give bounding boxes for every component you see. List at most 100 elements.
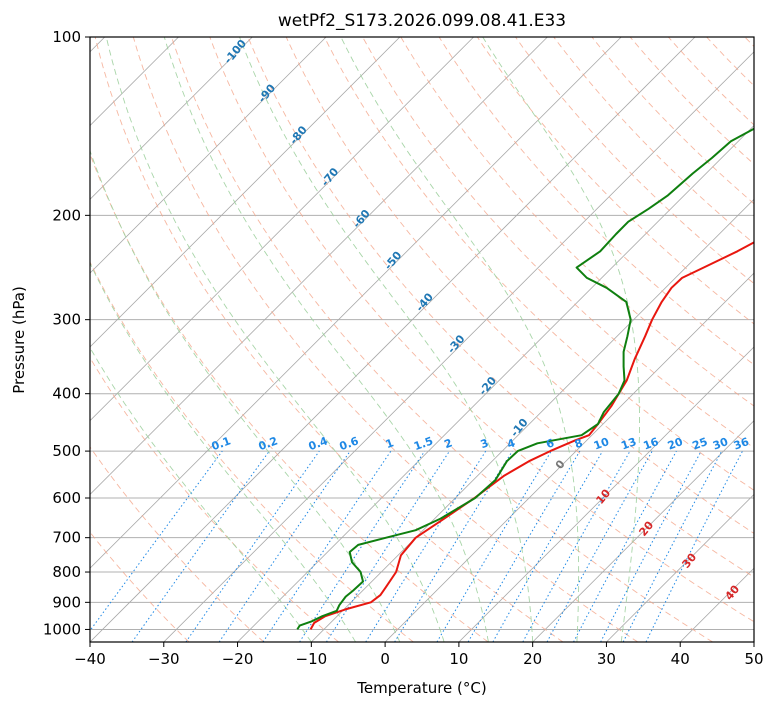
mixing-ratio-line: [365, 450, 487, 642]
moist-adiabat-line: [163, 37, 489, 642]
x-axis-label: Temperature (°C): [356, 679, 486, 697]
background-lines: [90, 37, 754, 642]
dry-adiabat-line: [90, 356, 339, 642]
isotherm-line: [753, 641, 754, 642]
mixing-ratio-label: 13: [619, 435, 638, 452]
sounding-traces: [296, 127, 754, 630]
mixing-ratio-line: [645, 450, 743, 642]
dry-adiabat-line: [90, 446, 265, 642]
y-tick-label: 100: [52, 28, 81, 46]
x-tick-label: 10: [449, 650, 468, 668]
y-tick-label: 600: [52, 489, 81, 507]
mixing-ratio-label: 8: [573, 436, 585, 451]
isotherm-line: [311, 198, 754, 642]
mixing-ratio-line: [522, 450, 631, 642]
isotherm-line: [384, 272, 754, 642]
y-tick-label: 500: [52, 442, 81, 460]
dry-adiabat-line: [591, 37, 754, 205]
y-tick-label: 300: [52, 311, 81, 329]
mixing-ratio-label: 0.6: [338, 434, 361, 453]
mixing-ratio-line: [299, 450, 426, 642]
dry-adiabat-label: -70: [319, 165, 342, 189]
isotherm-line: [90, 37, 474, 422]
dry-adiabat-line: [90, 152, 489, 642]
mixing-ratio-line: [131, 450, 270, 642]
mixing-ratio-label: 36: [732, 435, 751, 453]
plot-frame: [89, 36, 755, 643]
moist-adiabat-line: [482, 37, 640, 642]
mixing-ratio-label: 2: [442, 436, 454, 451]
mixing-ratio-line: [573, 450, 677, 642]
dry-adiabat-label: -40: [413, 290, 436, 314]
x-tick-label: 30: [597, 650, 616, 668]
isotherm-line: [90, 37, 548, 496]
mixing-ratio-label: 1.5: [412, 434, 435, 453]
dry-adiabat-label: -60: [350, 207, 373, 231]
dry-adiabat-line: [323, 37, 754, 491]
dry-adiabat-label: -50: [382, 249, 405, 273]
axes: −40 −30 −20 −10 0 10 20 30 40 5010020030040050060…: [43, 28, 764, 668]
y-tick-label: 700: [52, 529, 81, 547]
dry-adiabat-line: [362, 37, 754, 449]
mixing-ratio-label: 0.4: [307, 434, 330, 453]
moist-adiabat-label: 10: [593, 486, 613, 506]
x-tick-label: 50: [744, 650, 763, 668]
dewpoint-trace: [296, 127, 754, 630]
isotherm-line: [90, 37, 253, 200]
isotherm-line: [90, 37, 622, 569]
moist-adiabat-line: [90, 149, 401, 642]
dry-adiabat-line: [400, 37, 754, 407]
mixing-ratio-line: [218, 450, 351, 642]
x-tick-label: −20: [222, 650, 254, 668]
dry-adiabat-line: [706, 37, 754, 87]
mixing-ratio-label: 4: [505, 436, 517, 451]
dry-adiabat-line: [94, 37, 564, 642]
x-tick-label: −10: [296, 650, 328, 668]
y-tick-label: 400: [52, 385, 81, 403]
mixing-ratio-label: 3: [479, 436, 491, 451]
dry-adiabat-label: -30: [445, 332, 468, 356]
y-tick-label: 1000: [43, 620, 81, 638]
moist-adiabat-line: [239, 37, 534, 642]
moist-adiabat-line: [90, 346, 312, 642]
dry-adiabat-label: -80: [287, 123, 310, 147]
isotherm-line: [679, 567, 754, 642]
dry-adiabat-line: [90, 531, 190, 642]
mixing-ratio-line: [90, 450, 223, 632]
mixing-ratio-line: [325, 450, 450, 642]
isotherm-line: [532, 420, 754, 642]
dry-adiabat-label: -100: [221, 37, 249, 67]
isotherm-line: [163, 51, 754, 642]
mixing-ratio-line: [262, 450, 392, 642]
y-tick-label: 800: [52, 563, 81, 581]
x-tick-label: −30: [148, 650, 180, 668]
dry-adiabat-line: [209, 37, 754, 623]
dry-adiabat-line: [629, 37, 754, 165]
dry-adiabat-line: [132, 37, 639, 642]
dry-adiabat-line: [553, 37, 754, 245]
isotherm-line: [90, 37, 327, 274]
mixing-ratio-line: [394, 450, 513, 642]
moist-adiabat-line: [90, 262, 356, 642]
mixing-ratio-line: [600, 450, 702, 642]
dry-adiabat-line: [247, 37, 754, 578]
mixing-ratio-label: 0.1: [210, 434, 233, 453]
mixing-ratio-label: 6: [544, 436, 556, 451]
y-tick-label: 200: [52, 206, 81, 224]
moist-adiabat-label: 0: [553, 457, 568, 471]
mixing-ratio-line: [467, 450, 581, 642]
moist-adiabat-label: 40: [722, 582, 742, 602]
y-axis-label: Pressure (hPa): [10, 286, 28, 394]
x-tick-label: 20: [523, 650, 542, 668]
dry-adiabat-line: [515, 37, 754, 285]
isotherm-line: [237, 124, 754, 642]
dry-adiabat-line: [744, 37, 754, 48]
y-tick-label: 900: [52, 593, 81, 611]
mixing-ratio-label: 30: [711, 435, 730, 453]
dry-adiabat-line: [90, 261, 414, 642]
isotherm-line: [90, 37, 401, 348]
mixing-ratio-label: 16: [642, 435, 661, 453]
x-tick-label: −40: [74, 650, 106, 668]
mixing-ratio-label: 20: [666, 435, 685, 453]
